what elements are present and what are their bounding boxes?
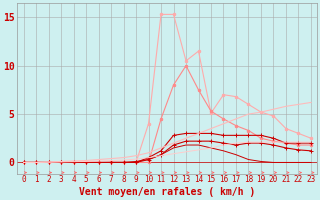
X-axis label: Vent moyen/en rafales ( km/h ): Vent moyen/en rafales ( km/h ) [79,187,255,197]
